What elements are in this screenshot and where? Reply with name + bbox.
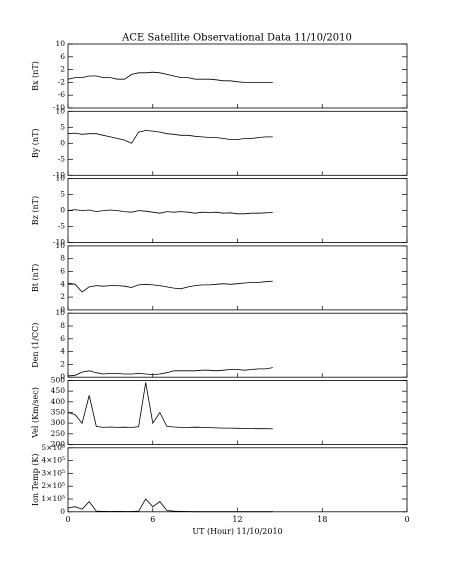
data-line: [67, 130, 273, 144]
x-tick-label: 0: [65, 515, 70, 524]
y-tick-label: 10: [55, 174, 65, 183]
y-tick-label: 0: [60, 206, 65, 215]
y-tick-label: 8: [60, 321, 65, 330]
y-axis-label: Bx (nT): [31, 61, 40, 91]
panel-frame: [67, 312, 408, 378]
y-tick-label: -5: [58, 222, 66, 231]
y-tick-label: 200: [51, 440, 66, 449]
chart-title: ACE Satellite Observational Data 11/10/2…: [121, 33, 352, 44]
y-tick-label: 4: [60, 279, 65, 288]
panel-frame: [67, 245, 408, 311]
y-tick-label: 5×10⁵: [41, 443, 65, 452]
y-tick-label: 300: [51, 418, 66, 427]
y-tick-label: 0: [60, 507, 65, 516]
x-axis-label: UT (Hour) 11/10/2010: [192, 527, 282, 536]
y-tick-label: 6: [60, 52, 65, 61]
panel-frame: [67, 380, 408, 445]
y-axis-label: Bt (nT): [31, 264, 40, 292]
y-tick-label: 250: [51, 429, 66, 438]
y-axis-label: Bz (nT): [31, 196, 40, 225]
panel-frame: [67, 447, 408, 513]
y-tick-label: 3×10⁵: [41, 468, 65, 477]
y-axis-label: Den (1/CC): [31, 323, 40, 368]
panel-frame: [67, 43, 408, 109]
y-tick-label: -10: [53, 238, 65, 247]
y-axis-label: Ion Temp (K): [31, 454, 40, 507]
y-tick-label: 0: [60, 372, 65, 381]
x-tick-label: 12: [232, 515, 242, 524]
y-axis-label: Vel (Km/sec): [31, 387, 40, 439]
y-tick-label: -10: [53, 103, 65, 112]
y-tick-label: 4: [60, 347, 65, 356]
y-tick-label: 2: [60, 292, 65, 301]
y-tick-label: 2: [60, 65, 65, 74]
y-tick-label: 400: [51, 397, 66, 406]
y-tick-label: -2: [58, 77, 66, 86]
y-tick-label: 4×10⁵: [41, 456, 65, 465]
y-tick-label: 6: [60, 334, 65, 343]
y-tick-label: -5: [58, 154, 66, 163]
y-tick-label: 10: [55, 106, 65, 115]
data-line: [67, 71, 273, 83]
y-tick-label: -10: [53, 170, 65, 179]
y-tick-label: 0: [60, 138, 65, 147]
x-tick-label: 18: [317, 515, 327, 524]
y-tick-label: 500: [51, 376, 66, 385]
data-line: [67, 209, 273, 215]
data-line: [67, 280, 273, 293]
x-tick-label: 0: [404, 515, 409, 524]
data-line: [67, 498, 273, 513]
x-tick-label: 6: [150, 515, 155, 524]
data-line: [67, 367, 273, 377]
panel-frame: [67, 110, 408, 176]
y-tick-label: 0: [60, 305, 65, 314]
y-tick-label: 10: [55, 39, 65, 48]
y-axis-label: By (nT): [31, 128, 40, 158]
y-tick-label: 5: [60, 190, 65, 199]
y-tick-label: 350: [51, 408, 66, 417]
y-tick-label: 6: [60, 267, 65, 276]
y-tick-label: 2: [60, 359, 65, 368]
y-tick-label: 5: [60, 122, 65, 131]
y-tick-label: -6: [58, 90, 66, 99]
y-tick-label: 1×10⁵: [41, 494, 65, 503]
y-tick-label: 10: [55, 308, 65, 317]
data-line: [67, 382, 273, 430]
y-tick-label: 450: [51, 386, 66, 395]
y-tick-label: 10: [55, 241, 65, 250]
y-tick-label: 8: [60, 254, 65, 263]
y-tick-label: 2×10⁵: [41, 481, 65, 490]
